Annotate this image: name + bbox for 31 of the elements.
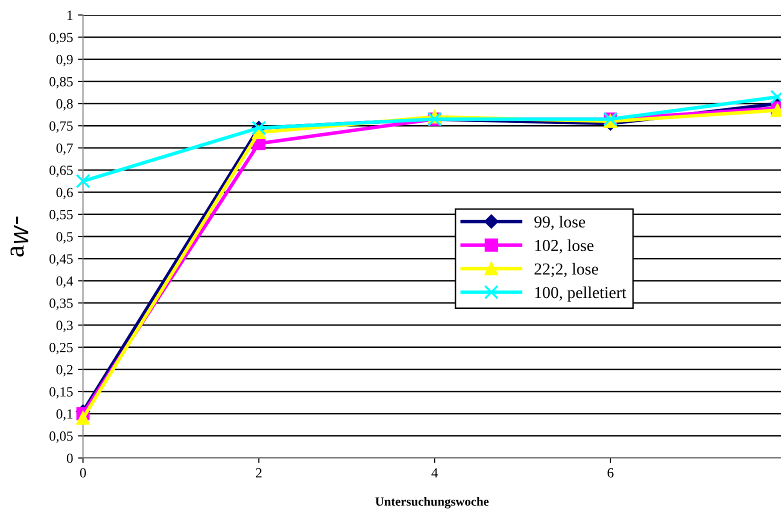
- y-tick-label: 0,8: [56, 99, 73, 111]
- y-tick-label: 1: [68, 10, 72, 20]
- y-tick-label: 0,85: [50, 77, 73, 88]
- y-tick-label: 0,15: [50, 387, 73, 399]
- y-tick-label: 0,4: [56, 276, 74, 288]
- legend-label: 99, lose: [534, 216, 586, 230]
- y-tick-label: 0,65: [50, 166, 73, 178]
- y-tick-label: 0,75: [50, 121, 73, 133]
- legend-label: 102, lose: [535, 239, 594, 254]
- y-tick-label: 0: [66, 454, 73, 463]
- y-tick-label: 0,95: [50, 32, 73, 44]
- y-tick-label: 0,7: [56, 143, 73, 155]
- legend-label: 22;2, lose: [534, 262, 598, 278]
- y-tick-label: 0,25: [50, 342, 73, 354]
- y-tick-label: 0,55: [50, 210, 73, 222]
- y-tick-label: 0,45: [50, 254, 73, 266]
- y-tick-label: 0,35: [50, 298, 73, 310]
- legend-label: 100, pelletiert: [535, 286, 626, 302]
- y-tick-label: 0,3: [56, 320, 73, 332]
- x-tick-label: 0: [80, 468, 86, 478]
- x-tick-label: 4: [431, 468, 438, 478]
- y-tick-label: 0,9: [56, 54, 73, 66]
- x-tick-label: 2: [256, 468, 262, 478]
- x-tick-label: 6: [608, 468, 614, 478]
- y-tick-label: 0,2: [56, 364, 73, 376]
- x-axis-title: Untersuchungswoche: [375, 496, 489, 508]
- y-tick-label: 0,5: [56, 232, 73, 244]
- y-tick-label: 0,6: [56, 188, 73, 200]
- y-axis-title: a$_{W}$-: [10, 216, 28, 256]
- y-tick-label: 0,1: [56, 409, 72, 421]
- y-tick-label: 0,05: [50, 431, 73, 443]
